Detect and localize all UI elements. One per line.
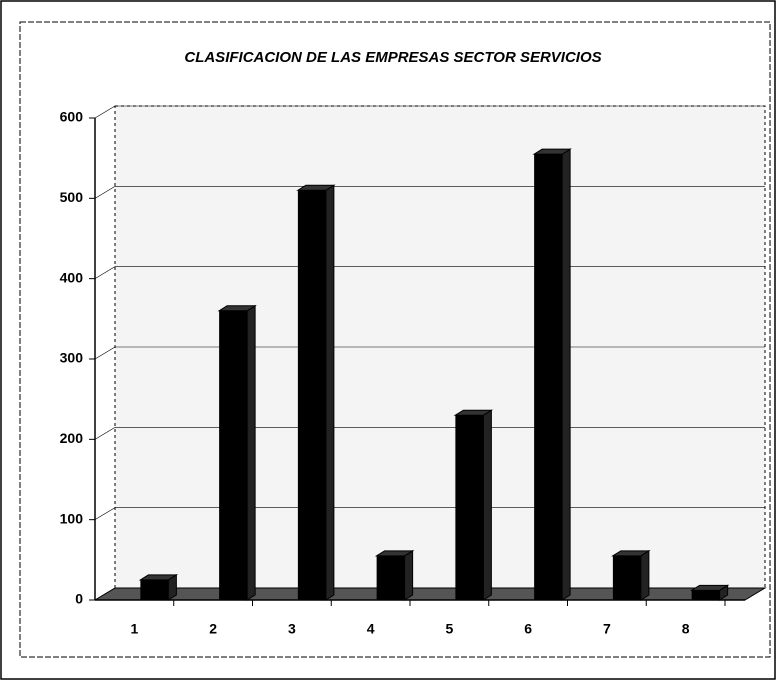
bar: [691, 590, 720, 600]
bar-side: [482, 409, 492, 601]
x-tick-label: 8: [682, 621, 690, 637]
x-tick-label: 5: [445, 621, 453, 637]
bar: [140, 579, 169, 600]
chart-title: CLASIFICACION DE LAS EMPRESAS SECTOR SER…: [184, 49, 601, 66]
y-tick-label: 300: [60, 350, 84, 366]
bar-side: [640, 549, 650, 601]
y-tick-label: 400: [60, 269, 84, 285]
bar: [297, 190, 326, 601]
y-tick-label: 100: [60, 510, 84, 526]
floor: [93, 587, 767, 601]
bar-side: [404, 549, 414, 601]
bar: [534, 154, 563, 600]
y-tick-label: 500: [60, 189, 84, 205]
bar: [612, 555, 641, 600]
bar-side: [246, 304, 256, 601]
grid-line: [94, 507, 116, 520]
bar: [376, 555, 405, 600]
x-tick-label: 1: [130, 621, 138, 637]
x-tick-label: 2: [209, 621, 217, 637]
y-tick-label: 200: [60, 430, 84, 446]
bar: [219, 310, 248, 600]
x-tick-label: 4: [367, 621, 375, 637]
y-tick-label: 0: [75, 591, 83, 607]
x-tick-label: 6: [524, 621, 532, 637]
grid-line: [94, 427, 116, 440]
grid-line: [94, 186, 116, 199]
bar-side: [561, 148, 571, 601]
x-tick-label: 3: [288, 621, 296, 637]
grid-line: [94, 587, 116, 601]
bar: [455, 415, 484, 600]
x-tick-label: 7: [603, 621, 611, 637]
bar-side: [325, 184, 335, 601]
grid-line: [94, 346, 116, 360]
grid-line: [94, 105, 116, 119]
y-tick-label: 600: [60, 109, 84, 125]
grid-line: [94, 266, 116, 279]
